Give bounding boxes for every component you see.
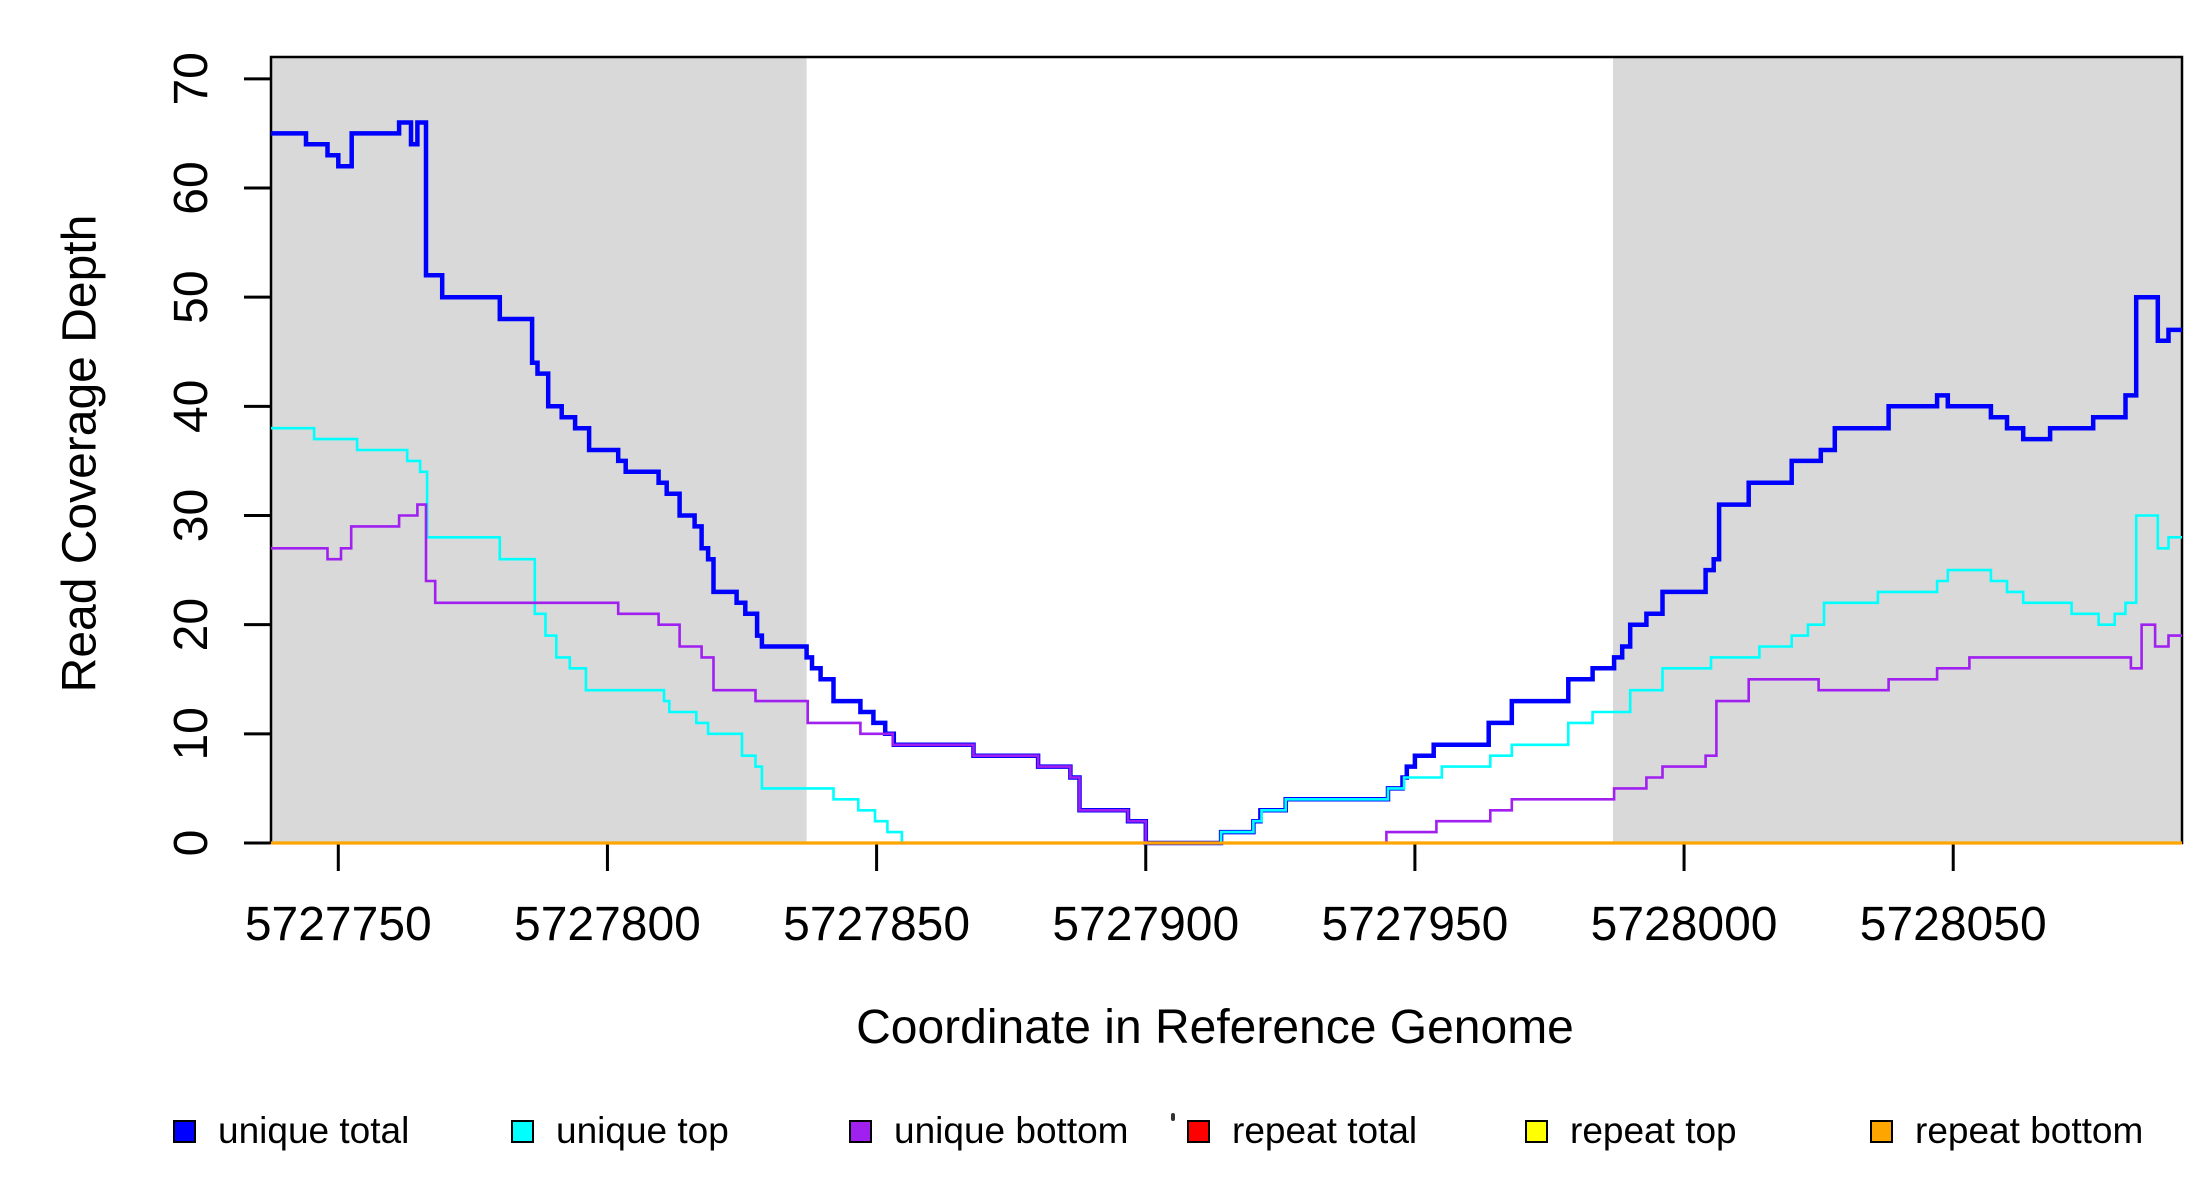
legend-item-unique-total: unique total — [173, 1106, 409, 1156]
x-axis-title-text: Coordinate in Reference Genome — [856, 1001, 1574, 1054]
legend-label-repeat-total: repeat total — [1232, 1110, 1418, 1151]
legend-swatch-repeat-top — [1525, 1119, 1548, 1143]
legend-label-unique-bottom: unique bottom — [894, 1110, 1129, 1151]
y-tick-label: 40 — [165, 380, 218, 433]
legend-label-repeat-bottom: repeat bottom — [1915, 1110, 2144, 1151]
x-tick-label: 5727950 — [1321, 898, 1508, 951]
legend-swatch-unique-bottom — [849, 1119, 872, 1143]
legend-swatch-repeat-total — [1187, 1119, 1210, 1143]
y-tick-label: 20 — [165, 598, 218, 651]
y-tick-label: 10 — [165, 707, 218, 760]
x-tick-label: 5727800 — [514, 898, 701, 951]
legend-swatch-unique-top — [511, 1119, 534, 1143]
y-axis-title: Read Coverage Depth — [53, 214, 107, 693]
x-tick-label: 5727900 — [1052, 898, 1239, 951]
y-tick-label: 30 — [165, 489, 218, 542]
legend-label-repeat-top: repeat top — [1570, 1110, 1737, 1151]
legend-item-repeat-bottom: repeat bottom — [1870, 1106, 2143, 1156]
shaded-region-right-unique-block — [1613, 57, 2182, 843]
x-tick-label: 5728000 — [1591, 898, 1778, 951]
legend: unique total unique top unique bottom repea… — [0, 1106, 2200, 1156]
legend-swatch-unique-total — [173, 1119, 196, 1143]
legend-swatch-repeat-bottom — [1870, 1119, 1893, 1143]
legend-label-unique-top: unique top — [556, 1110, 729, 1151]
legend-item-unique-top: unique top — [511, 1106, 729, 1156]
y-tick-label: 60 — [165, 161, 218, 214]
y-tick-label: 50 — [165, 270, 218, 323]
series-unique-bottom — [271, 503, 2182, 845]
series-unique-top — [271, 426, 2182, 845]
x-axis-title: Coordinate in Reference Genome — [0, 1000, 2200, 1055]
stray-mark — [1171, 1113, 1175, 1121]
x-tick-label: 5727850 — [783, 898, 970, 951]
x-tick-label: 5728050 — [1860, 898, 2047, 951]
shaded-region-left-unique-block — [271, 57, 807, 843]
x-tick-label: 5727750 — [245, 898, 432, 951]
legend-item-repeat-top: repeat top — [1525, 1106, 1737, 1156]
y-tick-label: 70 — [165, 52, 218, 105]
legend-item-unique-bottom: unique bottom — [849, 1106, 1129, 1156]
legend-item-repeat-total: repeat total — [1187, 1106, 1417, 1156]
legend-label-unique-total: unique total — [218, 1110, 410, 1151]
y-tick-label: 0 — [165, 830, 218, 857]
